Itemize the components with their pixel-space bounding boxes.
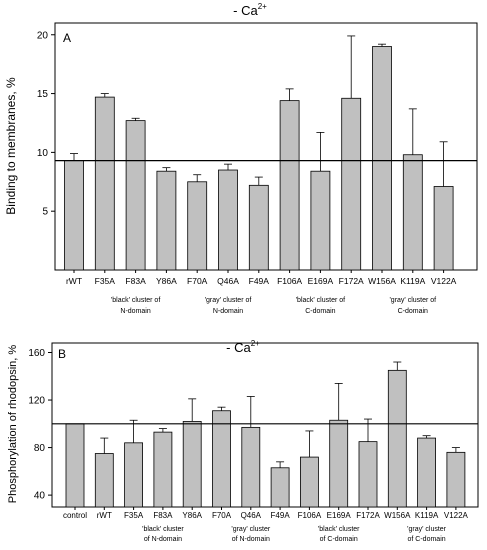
bar-f35a (124, 442, 143, 508)
group-label-4: 'gray' cluster (407, 526, 447, 533)
bar-f49a (248, 184, 269, 271)
y-tick-label: 160 (28, 348, 45, 359)
group-label-2: N-domain (213, 308, 243, 315)
panel-a: - Ca2+ A Binding to membranes, % 5 10 15 20… (4, 2, 478, 315)
x-tick-label-f49a: F49A (249, 276, 270, 286)
bar-k119a (402, 154, 423, 271)
bar-f83a (125, 120, 146, 271)
x-tick-label-w156a: W156A (368, 276, 396, 286)
y-tick-label: 20 (37, 30, 49, 41)
x-tick-label-f83a: F83A (153, 511, 173, 520)
x-tick-label-e169a: E169A (327, 511, 352, 520)
bar-e169a (329, 419, 349, 508)
x-tick-label-y86a: Y86A (182, 511, 202, 520)
x-tick-label-f70a: F70A (187, 276, 208, 286)
bar-e169a (310, 170, 331, 271)
bar-v122a (433, 186, 454, 271)
group-label-1: 'black' cluster (142, 526, 184, 533)
x-tick-label-k119a: K119A (415, 511, 439, 520)
bar-y86a (182, 421, 202, 508)
y-tick-label: 80 (34, 443, 46, 454)
group-label-1: N-domain (120, 308, 150, 315)
bar-q46a (218, 169, 238, 271)
x-tick-label-q46a: Q46A (241, 511, 262, 520)
x-tick-label-f35a: F35A (124, 511, 144, 520)
x-tick-label-q46a: Q46A (217, 276, 239, 286)
bar-f172a (358, 441, 378, 508)
group-label-3: C-domain (305, 308, 335, 315)
panel-b-title: - Ca2+ (226, 339, 260, 355)
bar-f49a (270, 467, 290, 508)
group-label-3: of C-domain (320, 536, 358, 543)
bar-rwt (94, 453, 114, 508)
group-label-1: of N-domain (144, 536, 182, 543)
panel-a-label: A (63, 31, 71, 45)
x-tick-label-f83a: F83A (125, 276, 146, 286)
group-label-3: 'black' cluster of (296, 297, 345, 304)
panel-b-bars: 40 80 120 160 control rWT F35A F83A Y86A F70A Q46A… (28, 348, 478, 543)
bar-rwt (64, 160, 84, 271)
panel-a-bars: 5 10 15 20 rWT F35A F83A Y86A F70A Q46A F49A F106A E… (37, 30, 477, 315)
group-label-2: 'gray' cluster of (205, 297, 252, 304)
bar-f83a (153, 431, 173, 508)
group-label-4: of C-domain (408, 536, 446, 543)
panel-b-ylabel: Phosphorylation of rhodopsin, % (7, 345, 19, 504)
group-label-1: 'black' cluster of (111, 297, 160, 304)
y-tick-label: 5 (42, 207, 48, 218)
bar-f35a (94, 96, 115, 271)
x-tick-label-f49a: F49A (271, 511, 291, 520)
panel-a-ylabel: Binding to membranes, % (4, 77, 18, 215)
x-tick-label-w156a: W156A (384, 511, 411, 520)
y-tick-label: 15 (37, 89, 49, 100)
x-tick-label-f172a: F172A (339, 276, 364, 286)
bar-y86a (156, 170, 177, 271)
x-tick-label-rwt: rWT (66, 276, 82, 286)
bar-w156a (372, 46, 392, 271)
bar-f172a (341, 97, 362, 271)
x-tick-label-f70a: F70A (212, 511, 232, 520)
x-tick-label-control: control (63, 511, 87, 520)
x-tick-label-f106a: F106A (277, 276, 302, 286)
bar-f106a (299, 456, 319, 508)
bar-control (65, 423, 85, 508)
y-tick-label: 10 (37, 148, 49, 159)
x-tick-label-y86a: Y86A (156, 276, 177, 286)
x-tick-label-v122a: V122A (444, 511, 469, 520)
x-tick-label-v122a: V122A (431, 276, 457, 286)
bar-v122a (446, 451, 466, 508)
x-tick-label-k119a: K119A (400, 276, 425, 286)
x-tick-label-f35a: F35A (95, 276, 116, 286)
x-tick-label-e169a: E169A (308, 276, 334, 286)
x-tick-label-rwt: rWT (97, 511, 112, 520)
bar-q46a (241, 426, 261, 508)
group-label-4: 'gray' cluster of (389, 297, 436, 304)
bar-k119a (417, 437, 437, 508)
bar-w156a (387, 369, 407, 508)
bar-f70a (212, 410, 231, 508)
panel-b: - Ca2+ B Phosphorylation of rhodopsin, %… (7, 339, 479, 543)
group-label-3: 'black' cluster (318, 526, 360, 533)
panel-b-frame (51, 342, 479, 508)
panel-a-title: - Ca2+ (233, 2, 267, 18)
group-label-4: C-domain (398, 308, 428, 315)
x-tick-label-f106a: F106A (298, 511, 322, 520)
group-label-2: of N-domain (232, 536, 270, 543)
bar-f70a (187, 181, 208, 271)
bar-f106a (279, 100, 300, 271)
x-tick-label-f172a: F172A (356, 511, 380, 520)
group-label-2: 'gray' cluster (231, 526, 271, 533)
panel-b-label: B (58, 347, 66, 361)
y-tick-label: 40 (34, 491, 46, 502)
y-tick-label: 120 (28, 396, 45, 407)
